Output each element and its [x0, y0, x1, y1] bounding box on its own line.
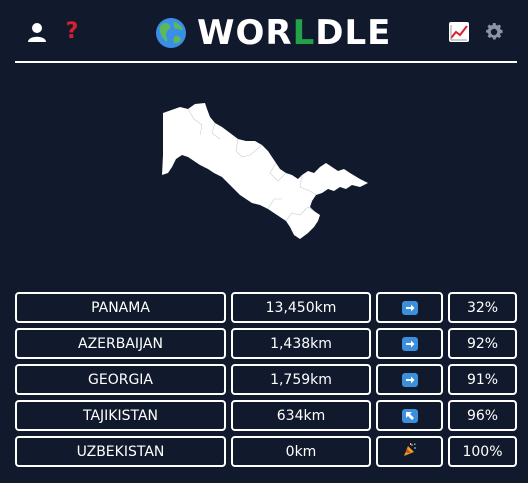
guess-proximity: 92% [448, 328, 517, 359]
guess-direction [376, 436, 443, 467]
direction-arrow-east-icon [401, 336, 418, 351]
guess-proximity: 100% [448, 436, 517, 467]
guess-country: AZERBAIJAN [15, 328, 226, 359]
user-icon[interactable] [25, 20, 49, 44]
title-container: WORLDLE [155, 14, 391, 52]
guess-country: GEORGIA [15, 364, 226, 395]
page-title: WORLDLE [197, 14, 391, 52]
direction-arrow-east-icon [401, 300, 418, 315]
guess-row: PANAMA 13,450km 32% [15, 292, 517, 323]
direction-arrow-east-icon [401, 372, 418, 387]
guess-row: GEORGIA 1,759km 91% [15, 364, 517, 395]
header: ? WORLDLE [0, 0, 528, 64]
guess-country: TAJIKISTAN [15, 400, 226, 431]
party-popper-icon [402, 442, 418, 462]
title-prefix: WOR [197, 13, 293, 53]
guess-distance: 634km [231, 400, 371, 431]
title-suffix: DLE [315, 13, 392, 53]
guess-distance: 1,438km [231, 328, 371, 359]
globe-icon [156, 18, 186, 48]
guess-country: UZBEKISTAN [15, 436, 226, 467]
help-icon[interactable]: ? [65, 19, 79, 44]
guess-proximity: 32% [448, 292, 517, 323]
guess-row: TAJIKISTAN 634km 96% [15, 400, 517, 431]
guess-row: AZERBAIJAN 1,438km 92% [15, 328, 517, 359]
guess-row: UZBEKISTAN 0km 100% [15, 436, 517, 467]
guess-direction [376, 292, 443, 323]
guess-distance: 1,759km [231, 364, 371, 395]
gear-icon[interactable] [482, 20, 506, 44]
header-divider [15, 61, 517, 63]
guess-direction [376, 400, 443, 431]
country-silhouette [150, 95, 380, 245]
direction-arrow-northwest-icon [401, 408, 418, 423]
guess-direction [376, 328, 443, 359]
stats-icon[interactable] [447, 20, 471, 44]
guess-distance: 0km [231, 436, 371, 467]
guess-proximity: 91% [448, 364, 517, 395]
guess-country: PANAMA [15, 292, 226, 323]
title-accent: L [292, 13, 316, 53]
guess-direction [376, 364, 443, 395]
guess-proximity: 96% [448, 400, 517, 431]
guess-distance: 13,450km [231, 292, 371, 323]
